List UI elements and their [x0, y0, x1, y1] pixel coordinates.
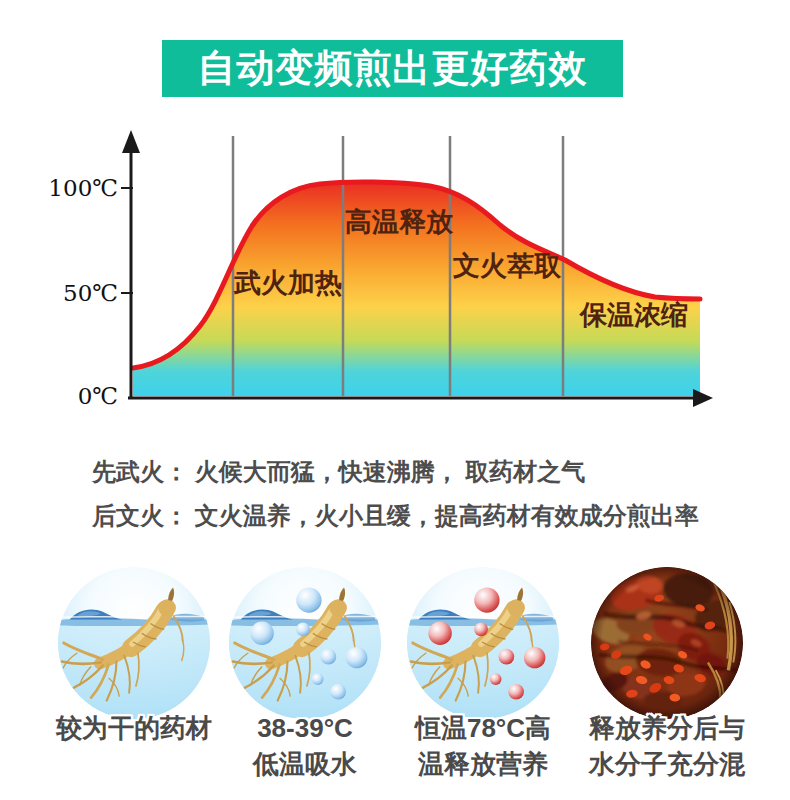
- desc-line-2: 后文火： 文火温养，火小且缓，提高药材有效成分煎出率: [92, 500, 699, 532]
- ginseng-blue-bubbles-icon: [227, 565, 383, 721]
- figure-caption: 较为干的药材: [39, 710, 229, 746]
- y-axis-arrow: [122, 130, 140, 153]
- ytick-0: 0℃: [78, 383, 118, 409]
- dry-ginseng-in-water-icon: [56, 565, 212, 721]
- infographic-page: 自动变频煎出更好药效: [0, 0, 790, 800]
- decocted-herbs-photo-icon: [589, 565, 745, 721]
- figure-dry-herb: 较为干的药材: [39, 565, 229, 746]
- figure-decoction: 释放养分后与 水分子充分混: [572, 565, 762, 782]
- figure-caption: 恒温78°C高 温释放营养: [388, 710, 578, 782]
- ytick-100: 100℃: [48, 175, 118, 201]
- figure-high-temp-release: 恒温78°C高 温释放营养: [388, 565, 578, 782]
- ytick-50: 50℃: [63, 280, 118, 306]
- desc-line-1: 先武火： 火候大而猛，快速沸腾， 取药材之气: [92, 456, 585, 488]
- phase-label-2: 高温释放: [345, 207, 454, 237]
- figure-caption: 38-39°C 低温吸水: [210, 710, 400, 782]
- temperature-curve-chart: 100℃ 50℃ 0℃ 武火加热 高温释放 文火萃取 保温浓缩: [0, 0, 790, 450]
- figure-caption: 释放养分后与 水分子充分混: [572, 710, 762, 782]
- ginseng-red-bubbles-icon: [405, 565, 561, 721]
- phase-label-4: 保温浓缩: [579, 300, 688, 330]
- x-axis-arrow: [693, 389, 713, 407]
- phase-label-3: 文火萃取: [452, 251, 562, 281]
- phase-label-1: 武火加热: [233, 268, 342, 298]
- figure-low-temp-absorb: 38-39°C 低温吸水: [210, 565, 400, 782]
